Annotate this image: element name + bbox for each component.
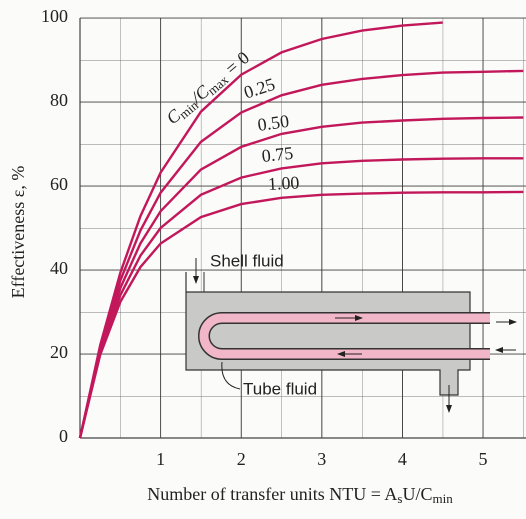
curve — [78, 116, 524, 439]
x-tick-label: 2 — [237, 449, 246, 469]
x-axis-label: Number of transfer units NTU = AsU/Cmin — [147, 484, 453, 506]
y-tick-label: 60 — [50, 174, 68, 194]
annotation: Tube fluid — [243, 379, 317, 398]
y-tick-label: 20 — [50, 342, 68, 362]
series-name: 0.50 — [256, 111, 290, 135]
x-tick-label: 1 — [156, 449, 165, 469]
y-tick-label: 40 — [50, 258, 68, 278]
label-part: Number of transfer units NTU = A — [147, 484, 397, 504]
x-tick-label: 5 — [479, 449, 488, 469]
curve-label: 0.50 — [256, 111, 290, 135]
label-part: min — [432, 491, 453, 506]
curve — [78, 190, 524, 439]
shell-inlet — [185, 272, 205, 292]
annotation: Shell fluid — [210, 251, 284, 270]
series-name: 0.75 — [261, 143, 294, 166]
heat-exchanger-diagram: Shell fluid Tube fluid — [185, 251, 517, 413]
y-tick-label: 0 — [59, 426, 68, 446]
minor-grid — [80, 18, 526, 438]
curve-label: 0.75 — [261, 143, 294, 166]
series-name: 1.00 — [267, 172, 300, 194]
label-part: U/C — [402, 484, 432, 504]
curve — [78, 69, 524, 439]
shell — [185, 272, 471, 396]
y-axis-label: Effectiveness ε, % — [8, 166, 28, 299]
y-tick-label: 100 — [41, 6, 68, 26]
curve-label: 1.00 — [267, 172, 300, 194]
x-tick-label: 3 — [317, 449, 326, 469]
y-tick-label: 80 — [50, 90, 68, 110]
tube — [199, 313, 490, 359]
curve — [78, 21, 443, 439]
leader — [221, 361, 241, 390]
label-part: s — [397, 491, 402, 506]
x-tick-label: 4 — [398, 449, 407, 469]
curve — [78, 157, 524, 439]
